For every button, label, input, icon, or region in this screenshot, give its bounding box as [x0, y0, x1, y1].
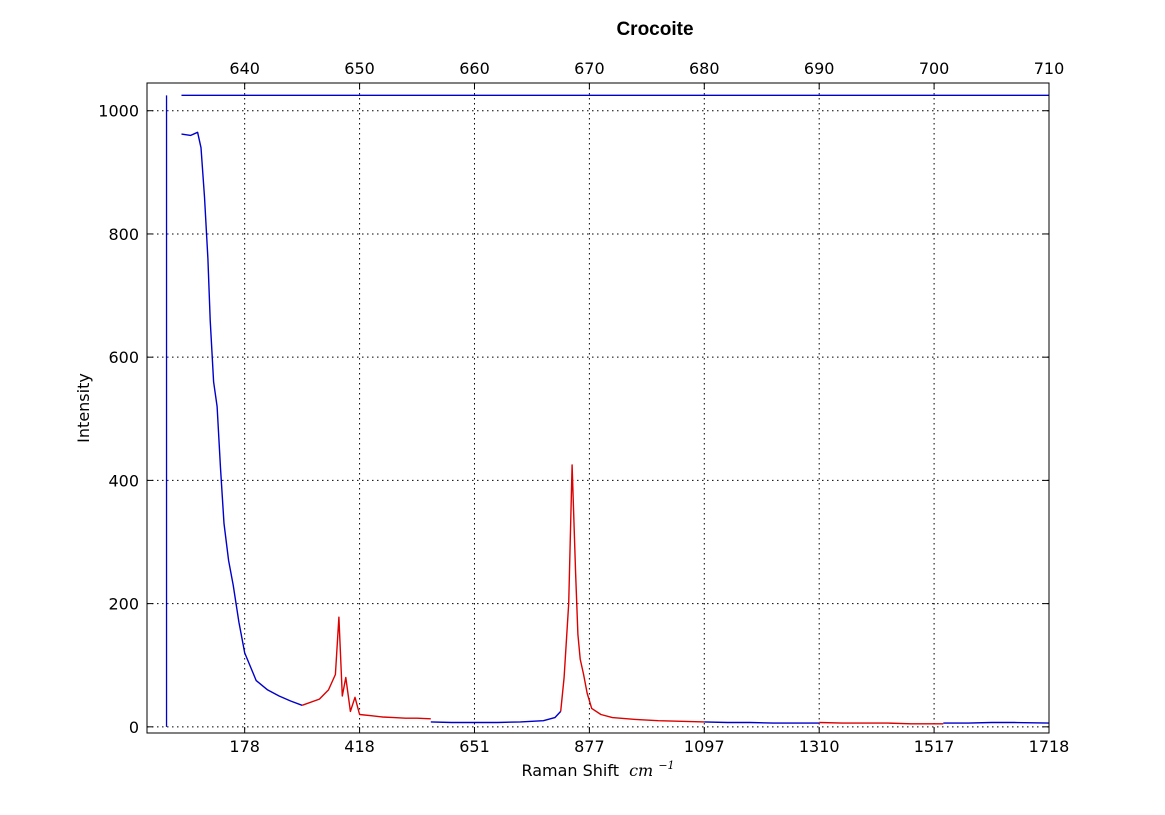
y-tick-label: 400 [108, 471, 139, 490]
spectrum-segment [704, 721, 820, 724]
top-tick-label: 660 [459, 59, 490, 78]
tick-labels: 640 650 660 670 680 690 700 710 178 418 651 877 1097… [98, 59, 1069, 756]
grid [147, 83, 1050, 733]
top-tick-label: 680 [689, 59, 720, 78]
plot-lines [165, 94, 1050, 727]
bottom-tick-label: 1097 [684, 737, 725, 756]
top-tick-label: 650 [344, 59, 375, 78]
y-tick-label: 0 [129, 718, 139, 737]
bottom-tick-label: 1310 [799, 737, 840, 756]
bottom-tick-label: 1517 [914, 737, 955, 756]
bottom-tick-label: 877 [574, 737, 605, 756]
bottom-tick-label: 1718 [1029, 737, 1070, 756]
spectrum-segment [430, 710, 562, 724]
top-tick-label: 690 [804, 59, 835, 78]
x-axis-unit-exponent: −1 [658, 759, 674, 772]
y-tick-label: 600 [108, 348, 139, 367]
y-tick-label: 200 [108, 595, 139, 614]
bottom-tick-label: 418 [344, 737, 375, 756]
bottom-tick-label: 178 [229, 737, 260, 756]
chart-title: Crocoite [616, 19, 693, 40]
plot-frame [146, 82, 1050, 734]
x-axis-label: Raman Shift cm −1 [521, 759, 674, 780]
spectrum-segment [301, 616, 431, 720]
bottom-tick-label: 651 [459, 737, 490, 756]
spectrum-segment [943, 721, 1050, 724]
spectrum-segment [560, 464, 705, 723]
top-tick-label: 640 [229, 59, 260, 78]
spectrum-segment [819, 721, 944, 725]
top-tick-label: 710 [1034, 59, 1065, 78]
y-axis-label: Intensity [74, 373, 93, 443]
spectrum-segment [181, 131, 303, 706]
top-tick-label: 670 [574, 59, 605, 78]
x-axis-label-text: Raman Shift [521, 761, 619, 780]
top-tick-label: 700 [919, 59, 950, 78]
y-tick-label: 800 [108, 225, 139, 244]
x-axis-unit: cm [629, 761, 653, 780]
ticks [147, 83, 1050, 733]
y-tick-label: 1000 [98, 102, 139, 121]
